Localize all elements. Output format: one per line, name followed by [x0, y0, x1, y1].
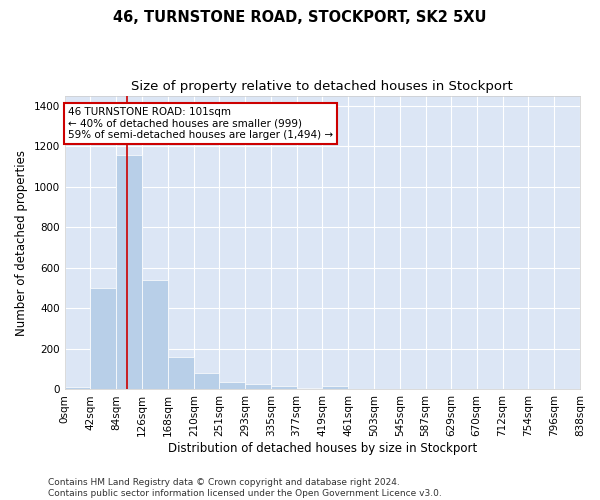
- X-axis label: Distribution of detached houses by size in Stockport: Distribution of detached houses by size …: [168, 442, 477, 455]
- Bar: [142, 280, 168, 390]
- Text: 46, TURNSTONE ROAD, STOCKPORT, SK2 5XU: 46, TURNSTONE ROAD, STOCKPORT, SK2 5XU: [113, 10, 487, 25]
- Bar: [65, 388, 91, 390]
- Bar: [322, 386, 348, 390]
- Bar: [168, 356, 194, 390]
- Text: 46 TURNSTONE ROAD: 101sqm
← 40% of detached houses are smaller (999)
59% of semi: 46 TURNSTONE ROAD: 101sqm ← 40% of detac…: [68, 106, 333, 140]
- Y-axis label: Number of detached properties: Number of detached properties: [15, 150, 28, 336]
- Title: Size of property relative to detached houses in Stockport: Size of property relative to detached ho…: [131, 80, 513, 93]
- Bar: [91, 288, 116, 390]
- Bar: [296, 388, 322, 390]
- Text: Contains HM Land Registry data © Crown copyright and database right 2024.
Contai: Contains HM Land Registry data © Crown c…: [48, 478, 442, 498]
- Bar: [245, 384, 271, 390]
- Bar: [194, 373, 219, 390]
- Bar: [271, 386, 296, 390]
- Bar: [116, 156, 142, 390]
- Bar: [219, 382, 245, 390]
